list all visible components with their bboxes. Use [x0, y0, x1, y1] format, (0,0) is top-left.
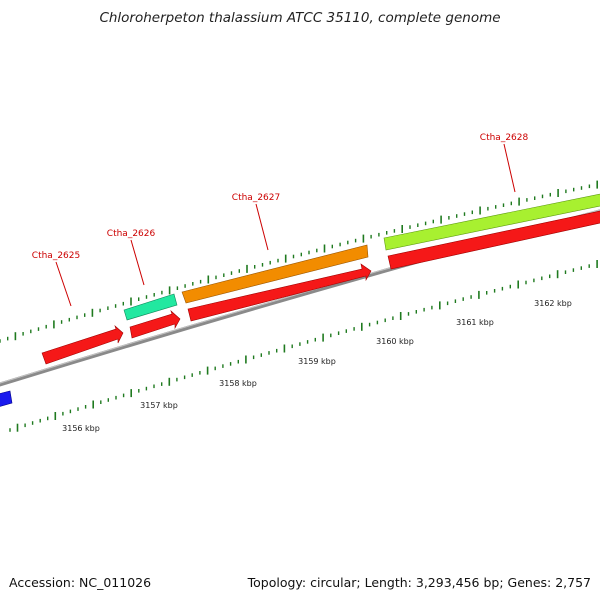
label-line-ctha-2626 — [130, 239, 145, 286]
scale-label-3158: 3158 kbp — [219, 379, 257, 388]
scale-label-3156: 3156 kbp — [62, 424, 100, 433]
lower-tick-row — [9, 260, 598, 432]
label-ctha-2625: Ctha_2625 — [32, 251, 80, 261]
genome-title: Chloroherpeton thalassium ATCC 35110, co… — [99, 10, 501, 26]
label-line-ctha-2628 — [503, 143, 516, 193]
scale-label-3160: 3160 kbp — [376, 337, 414, 346]
upper-tick-row — [0, 180, 599, 343]
genome-summary-text: Topology: circular; Length: 3,293,456 bp… — [247, 575, 591, 590]
label-ctha-2628: Ctha_2628 — [480, 133, 529, 143]
scale-label-3162: 3162 kbp — [534, 299, 572, 308]
scale-label-3159: 3159 kbp — [298, 357, 336, 366]
label-line-ctha-2627 — [255, 203, 269, 251]
gene-red-4[interactable] — [387, 210, 600, 270]
gene-ctha-2628[interactable] — [383, 193, 600, 251]
scale-label-3161: 3161 kbp — [456, 318, 494, 327]
gene-ctha-2627[interactable] — [181, 244, 369, 304]
gene-blue[interactable] — [0, 390, 13, 407]
gene-ctha-2626-red[interactable] — [129, 310, 181, 339]
label-ctha-2626: Ctha_2626 — [107, 229, 156, 239]
gene-red-3[interactable] — [187, 263, 372, 322]
label-ctha-2627: Ctha_2627 — [232, 193, 280, 203]
gene-ctha-2625[interactable] — [41, 325, 124, 365]
gene-ctha-2626[interactable] — [123, 293, 178, 321]
accession-text: Accession: NC_011026 — [9, 575, 152, 590]
label-line-ctha-2625 — [55, 261, 72, 307]
scale-label-3157: 3157 kbp — [140, 401, 178, 410]
